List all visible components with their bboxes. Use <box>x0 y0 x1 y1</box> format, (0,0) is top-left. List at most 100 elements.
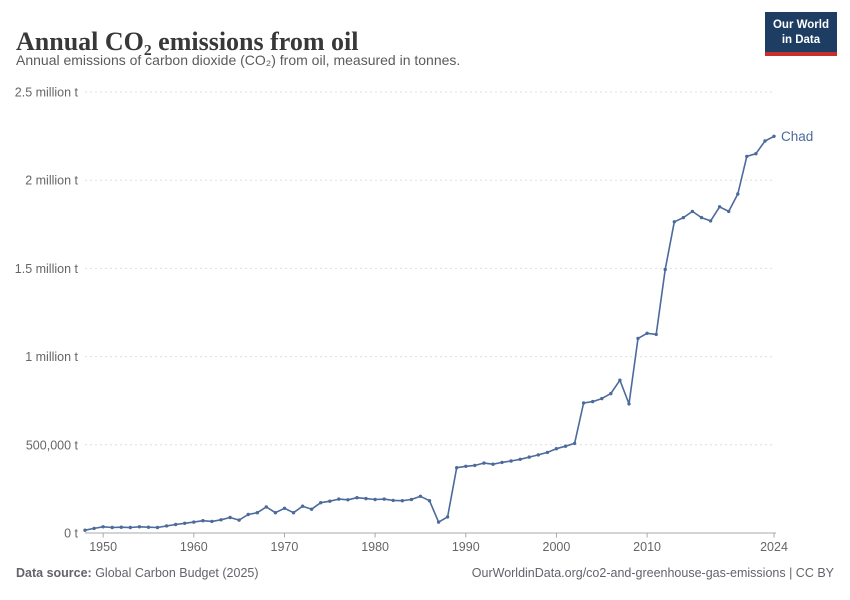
data-point <box>563 444 568 448</box>
data-point <box>455 466 459 470</box>
data-point <box>319 501 323 505</box>
data-point <box>128 525 132 530</box>
owid-logo-line2: in Data <box>781 33 821 46</box>
data-point <box>627 402 631 406</box>
x-axis-label: 2024 <box>760 540 788 554</box>
footer-link[interactable]: OurWorldinData.org/co2-and-greenhouse-ga… <box>471 566 834 580</box>
owid-logo-line1: Our World <box>772 19 829 31</box>
data-point <box>699 215 704 220</box>
y-axis-label: 1.5 million t <box>15 262 79 276</box>
data-point <box>282 506 287 510</box>
data-point <box>754 152 758 156</box>
data-point <box>164 524 169 528</box>
data-point <box>373 497 377 502</box>
data-point <box>473 463 477 468</box>
data-point <box>554 447 559 451</box>
data-point <box>192 520 196 524</box>
data-point <box>309 507 314 511</box>
data-point <box>663 267 667 272</box>
data-point <box>92 526 96 531</box>
data-point <box>291 511 296 515</box>
data-point <box>681 215 686 220</box>
data-point <box>409 497 414 502</box>
data-point <box>101 525 105 529</box>
data-point <box>690 209 695 214</box>
data-point <box>482 461 486 465</box>
data-point <box>155 525 160 530</box>
data-point <box>110 525 114 530</box>
data-point <box>418 494 423 498</box>
y-axis-label: 1 million t <box>25 350 78 364</box>
data-point <box>228 515 232 520</box>
y-axis-label: 2.5 million t <box>15 86 79 100</box>
data-point <box>581 401 586 405</box>
data-point <box>346 498 350 502</box>
x-axis-label: 2010 <box>633 540 661 554</box>
data-point <box>609 391 613 396</box>
data-point <box>491 462 495 466</box>
x-axis-label: 1980 <box>361 540 389 554</box>
data-point <box>518 457 522 461</box>
data-point <box>464 464 468 468</box>
data-point <box>355 496 359 500</box>
data-point <box>255 511 259 515</box>
data-point <box>83 528 87 532</box>
x-axis-label: 1960 <box>180 540 208 554</box>
data-point <box>618 378 622 382</box>
data-point <box>328 499 332 503</box>
y-axis-label: 0 t <box>64 527 78 541</box>
data-point <box>636 336 640 341</box>
data-point <box>763 139 767 143</box>
data-point <box>545 450 550 455</box>
data-point <box>717 205 722 209</box>
data-point <box>219 518 223 522</box>
data-point <box>500 460 504 465</box>
data-point <box>246 512 250 517</box>
data-point <box>201 519 205 523</box>
data-point <box>708 219 713 223</box>
data-point <box>772 134 776 138</box>
data-point <box>527 455 531 459</box>
data-point <box>264 505 268 509</box>
data-point <box>273 511 278 515</box>
data-point <box>672 220 676 224</box>
data-point <box>364 496 368 501</box>
data-source: Data source: Global Carbon Budget (2025) <box>16 566 259 580</box>
data-point <box>119 525 124 529</box>
x-axis-label: 2000 <box>543 540 571 554</box>
data-point <box>509 459 513 463</box>
data-line <box>84 135 775 531</box>
y-axis-label: 2 million t <box>25 174 78 188</box>
data-point <box>391 498 395 503</box>
data-source-value: Global Carbon Budget (2025) <box>91 566 259 580</box>
data-point <box>174 522 178 527</box>
chart-subtitle: Annual emissions of carbon dioxide (CO₂)… <box>16 52 461 68</box>
data-point <box>300 504 305 508</box>
data-point <box>427 499 432 503</box>
data-point <box>645 331 649 335</box>
data-point <box>745 154 749 159</box>
owid-logo[interactable]: Our World in Data <box>764 12 837 56</box>
y-axis-label: 500,000 t <box>26 438 79 452</box>
x-axis-label: 1950 <box>89 540 117 554</box>
data-point <box>654 332 658 337</box>
x-axis-label: 1990 <box>452 540 480 554</box>
series-label: Chad <box>781 129 813 144</box>
data-source-label: Data source: <box>16 566 92 580</box>
data-point <box>600 396 604 401</box>
data-point <box>382 497 386 501</box>
data-point <box>736 192 740 196</box>
data-point <box>445 515 450 519</box>
data-point <box>436 520 441 524</box>
data-point <box>591 399 595 404</box>
page-title: Annual CO₂ emissions from oil <box>16 27 359 57</box>
data-point <box>572 441 577 446</box>
data-point <box>146 525 151 529</box>
data-point <box>727 209 731 214</box>
data-point <box>137 525 142 529</box>
data-point <box>210 519 214 524</box>
data-point <box>237 518 241 522</box>
data-point <box>400 499 404 503</box>
data-point <box>337 497 341 501</box>
